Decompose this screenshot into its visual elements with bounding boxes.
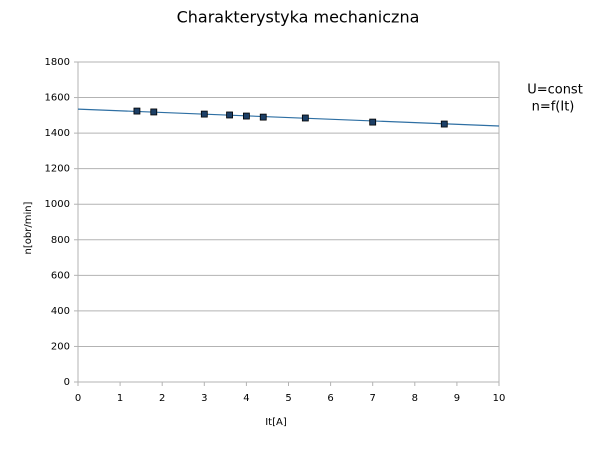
- point: [440, 120, 448, 128]
- x-tick-label: 2: [159, 393, 165, 404]
- point: [133, 107, 141, 115]
- y-tick-label: 400: [51, 306, 70, 317]
- y-tick-label: 1200: [45, 164, 70, 175]
- x-tick-label: 4: [243, 393, 249, 404]
- annotation: U=const: [527, 83, 583, 98]
- y-tick-label: 0: [64, 377, 70, 388]
- x-tick-label: 7: [370, 393, 376, 404]
- point: [301, 114, 309, 122]
- y-tick-label: 1400: [45, 128, 70, 139]
- x-tick-label: 9: [454, 393, 460, 404]
- y-tick-label: 800: [51, 235, 70, 246]
- x-tick-label: 6: [327, 393, 333, 404]
- x-tick-label: 0: [75, 393, 81, 404]
- annotation: n=f(It): [532, 100, 575, 115]
- point: [226, 111, 233, 119]
- x-axis-label: It[A]: [265, 417, 287, 428]
- x-tick-label: 1: [117, 393, 123, 404]
- y-tick-label: 1800: [45, 57, 70, 68]
- plot-frame: [77, 61, 500, 383]
- y-tick-label: 1000: [45, 199, 70, 210]
- point: [150, 108, 158, 116]
- point: [242, 112, 250, 120]
- x-tick-label: 8: [412, 393, 418, 404]
- point: [259, 113, 267, 121]
- x-tick-label: 5: [285, 393, 291, 404]
- point: [369, 118, 377, 126]
- y-axis-label: n[obr/min]: [23, 201, 34, 254]
- y-tick-label: 200: [51, 341, 70, 352]
- trend-line: [77, 108, 500, 127]
- x-tick-label: 3: [201, 393, 207, 404]
- chart-title: Charakterystyka mechaniczna: [177, 8, 420, 27]
- point: [200, 110, 208, 118]
- x-tick-label: 10: [493, 393, 506, 404]
- y-tick-label: 1600: [45, 93, 70, 104]
- y-tick-label: 600: [51, 270, 70, 281]
